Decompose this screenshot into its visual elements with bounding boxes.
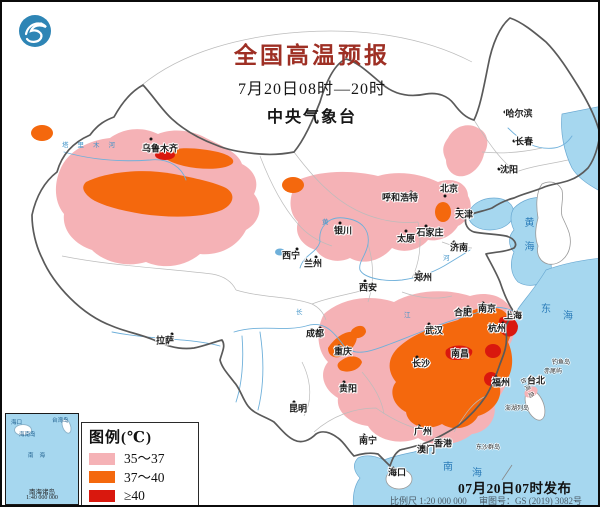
map-info: 比例尺 1:20 000 000 审图号：GS (2019) 3082号 — [390, 494, 592, 506]
inset-label: 南海 — [28, 453, 52, 459]
hainan-island — [385, 468, 413, 490]
cma-logo-icon — [18, 14, 52, 48]
leader-line — [501, 464, 513, 481]
legend-title: 图例(℃) — [89, 430, 152, 446]
tarim-river — [63, 151, 187, 181]
legend-swatch — [89, 489, 115, 502]
heat-orange-yinchuan-north — [282, 177, 304, 193]
heat-red-zhejiang-south — [485, 344, 501, 358]
yangtze-river — [233, 306, 515, 353]
heat-red-urumqi — [155, 150, 175, 160]
songhua-river — [507, 127, 573, 149]
inset-label: 台湾岛 — [52, 418, 69, 424]
legend: 图例(℃) 35～37 37～40 ≥40 — [81, 422, 199, 505]
legend-label: ≥40 — [124, 488, 145, 503]
heat-orange-tianjin — [435, 202, 451, 222]
heat-regions-40plus — [155, 150, 518, 386]
legend-item: 37～40 — [89, 469, 192, 485]
page-title: 全国高温预报 — [234, 43, 390, 68]
heat-orange-chongqing-3 — [350, 325, 366, 339]
legend-swatch — [89, 471, 115, 484]
heat-orange-urumqi-strip — [163, 148, 234, 169]
issued-timestamp: 07月20日07时发布 — [458, 481, 572, 496]
south-china-sea-inset: 南海诸岛 1:40 000 000 海口海南岛 台湾岛南海 — [5, 413, 79, 505]
heat-pink-north-china — [290, 171, 471, 262]
sea-of-japan — [561, 106, 598, 191]
legend-item: 35～37 — [89, 452, 192, 466]
yarlung-river — [111, 331, 221, 347]
yellow-river — [299, 217, 471, 281]
inset-hainan-island — [14, 424, 32, 436]
legend-label: 35～37 — [124, 451, 165, 466]
inset-label: 海南岛 — [19, 432, 36, 438]
mekong-river — [257, 331, 264, 411]
legend-item: ≥40 — [89, 489, 192, 503]
inset-scale: 1:40 000 000 — [26, 495, 58, 501]
scale-note: 比例尺 1:20 000 000 — [390, 496, 467, 506]
legend-rows: 35～37 37～40 ≥40 — [89, 452, 192, 503]
china-national-boundary — [31, 17, 598, 467]
korea-peninsula — [535, 181, 571, 265]
inset-label: 海口 — [11, 420, 23, 426]
foreign-land — [385, 181, 571, 490]
heat-orange-xinjiang-main — [83, 171, 233, 217]
heat-orange-west-border — [31, 125, 53, 141]
heat-pink-taiwan-north — [524, 386, 538, 398]
heat-orange-chongqing-2 — [337, 356, 362, 372]
province-boundaries — [61, 30, 569, 433]
map-header: 全国高温预报 7月20日08时—20时 中央气象台 — [234, 36, 390, 127]
qinghai-lake — [275, 248, 285, 256]
legend-swatch — [89, 452, 115, 465]
salween-river — [235, 335, 244, 403]
heat-red-hangzhou — [498, 316, 518, 337]
heat-pink-northeast — [443, 125, 488, 177]
approval-number: 审图号：GS (2019) 3082号 — [479, 496, 583, 506]
legend-label: 37～40 — [124, 469, 165, 485]
heat-red-nanchang — [445, 345, 473, 360]
agency-name: 中央气象台 — [266, 109, 357, 126]
forecast-period: 7月20日08时—20时 — [237, 81, 386, 98]
inset-caption: 南海诸岛 — [29, 489, 55, 496]
